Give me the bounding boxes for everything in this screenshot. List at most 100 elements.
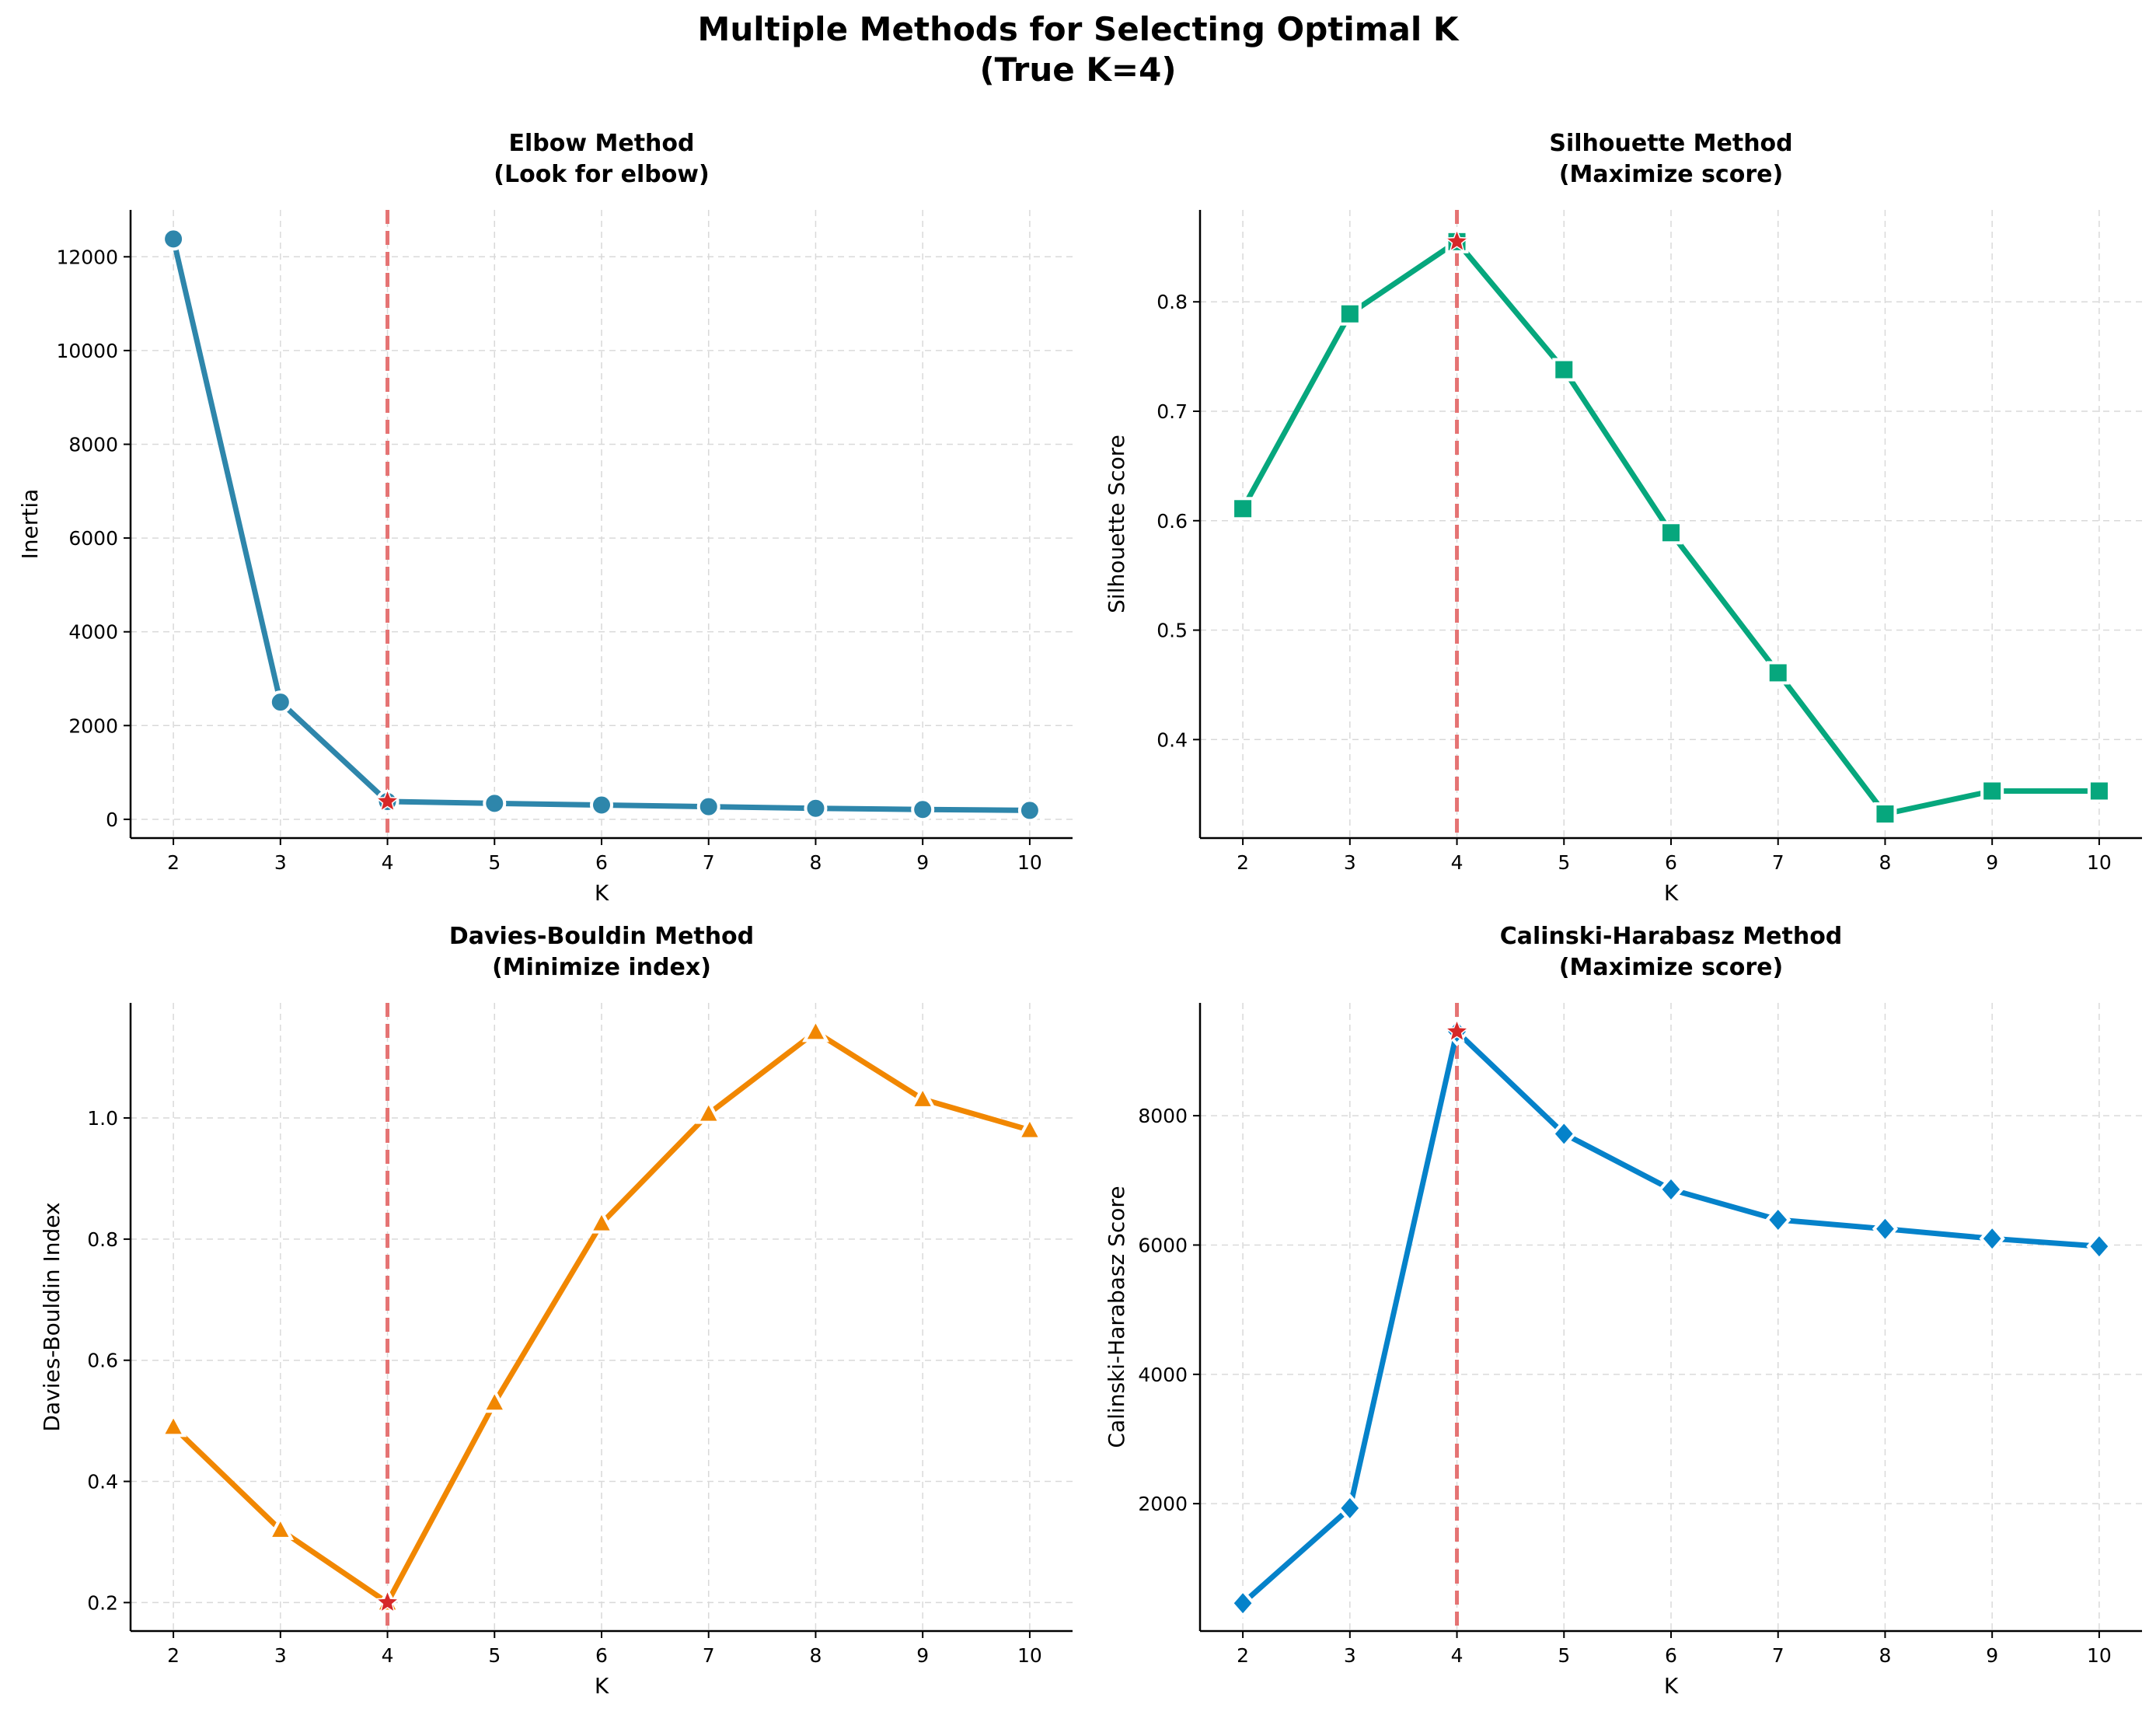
data-point-0: [162, 227, 186, 251]
x-tick-label-5: 7: [703, 851, 715, 874]
x-tick-label-3: 5: [1558, 1644, 1570, 1667]
figure-title-line2: (True K=4): [979, 51, 1176, 89]
x-tick-label-6: 8: [1879, 851, 1892, 874]
data-point-6: [1872, 1214, 1899, 1244]
x-tick-label-1: 3: [274, 851, 287, 874]
data-point-8: [2087, 779, 2111, 803]
x-axis-label: K: [595, 1673, 609, 1699]
y-tick-label-6: 12000: [56, 246, 118, 268]
subplot-title-line1: Calinski-Harabasz Method: [1500, 923, 1843, 950]
optimal-k-star: [375, 788, 400, 812]
optimal-k-star: [375, 1589, 400, 1614]
y-axis-label: Inertia: [17, 489, 43, 560]
x-tick-label-7: 9: [1986, 851, 1998, 874]
subplot-title-line1: Silhouette Method: [1549, 130, 1792, 157]
data-point-0: [1230, 1588, 1256, 1619]
data-point-7: [1980, 779, 2004, 803]
data-point-0: [1231, 497, 1255, 521]
data-point-6: [802, 1017, 829, 1043]
x-tick-label-6: 8: [1879, 1644, 1892, 1667]
y-tick-label-0: 0: [106, 809, 118, 831]
data-point-7: [1979, 1224, 2005, 1254]
x-tick-label-7: 9: [916, 1644, 929, 1667]
data-point-3: [1552, 358, 1576, 382]
x-tick-label-1: 3: [1344, 1644, 1356, 1667]
x-tick-label-8: 10: [1017, 1644, 1042, 1667]
x-axis-label: K: [595, 880, 609, 906]
subplot-3: 2 3 4 5 6 7 8 9 10 2000 4000 6000 8000 Calinski-Harab…: [1104, 923, 2142, 1699]
y-tick-label-3: 6000: [68, 527, 118, 550]
y-tick-label-2: 4000: [68, 621, 118, 644]
y-tick-label-3: 0.8: [87, 1228, 118, 1251]
x-tick-label-8: 10: [2087, 851, 2112, 874]
x-axis-label: K: [1664, 1673, 1679, 1699]
x-tick-label-4: 6: [595, 851, 608, 874]
y-tick-label-2: 0.6: [87, 1350, 118, 1372]
data-point-1: [267, 1514, 295, 1540]
y-tick-label-1: 0.5: [1156, 620, 1188, 642]
x-tick-label-0: 2: [1237, 1644, 1249, 1667]
y-tick-label-5: 10000: [56, 340, 118, 362]
x-tick-label-5: 7: [703, 1644, 715, 1667]
data-point-5: [695, 1099, 723, 1124]
y-tick-label-1: 4000: [1138, 1364, 1188, 1386]
x-tick-label-2: 4: [1451, 851, 1463, 874]
x-tick-label-3: 5: [488, 1644, 501, 1667]
data-point-0: [159, 1412, 187, 1437]
x-tick-label-5: 7: [1772, 851, 1784, 874]
data-point-3: [483, 791, 507, 816]
y-tick-label-4: 8000: [68, 433, 118, 456]
x-tick-label-6: 8: [810, 851, 822, 874]
subplot-1: 2 3 4 5 6 7 8 9 10 0.4 0.5 0.6 0.7 0.8 Silhouette Meth…: [1104, 130, 2142, 906]
y-tick-label-4: 0.8: [1156, 291, 1188, 313]
data-point-3: [1551, 1119, 1577, 1149]
y-tick-label-0: 2000: [1138, 1493, 1188, 1515]
y-tick-label-0: 0.4: [1156, 728, 1188, 751]
subplot-title-line2: (Maximize score): [1559, 954, 1783, 981]
optimal-k-star: [1444, 1018, 1470, 1043]
data-point-8: [2086, 1231, 2112, 1262]
data-point-1: [1338, 302, 1362, 326]
y-axis-label: Davies-Bouldin Index: [39, 1202, 65, 1431]
data-point-3: [480, 1388, 508, 1413]
y-tick-label-2: 0.6: [1156, 510, 1188, 533]
subplot-grid: 2 3 4 5 6 7 8 9 10 0 2000 4000 6000 8000 10000 12000 Elb…: [17, 130, 2142, 1699]
data-point-7: [911, 798, 935, 822]
subplot-title-line2: (Minimize index): [492, 954, 711, 981]
x-tick-label-1: 3: [274, 1644, 287, 1667]
data-point-8: [1017, 798, 1041, 823]
subplot-title-line2: (Look for elbow): [494, 161, 710, 188]
data-point-5: [1765, 1204, 1791, 1235]
x-tick-label-0: 2: [167, 851, 180, 874]
data-point-1: [1337, 1493, 1363, 1524]
data-point-5: [696, 795, 720, 819]
x-tick-label-4: 6: [1665, 1644, 1677, 1667]
figure-title-line1: Multiple Methods for Selecting Optimal K: [698, 10, 1460, 48]
x-tick-label-4: 6: [1665, 851, 1677, 874]
data-point-7: [909, 1084, 937, 1109]
subplot-title-line2: (Maximize score): [1559, 161, 1783, 188]
x-axis-label: K: [1664, 880, 1679, 906]
y-tick-label-2: 6000: [1138, 1234, 1188, 1256]
x-tick-label-3: 5: [488, 851, 501, 874]
x-tick-label-7: 9: [1986, 1644, 1998, 1667]
x-tick-label-5: 7: [1772, 1644, 1784, 1667]
y-tick-label-3: 8000: [1138, 1105, 1188, 1127]
x-tick-label-1: 3: [1344, 851, 1356, 874]
x-tick-label-8: 10: [2087, 1644, 2112, 1667]
subplot-title-line1: Davies-Bouldin Method: [449, 923, 754, 950]
x-tick-label-2: 4: [1451, 1644, 1463, 1667]
x-tick-label-0: 2: [167, 1644, 180, 1667]
y-tick-label-1: 0.4: [87, 1471, 118, 1493]
data-point-6: [804, 796, 828, 820]
data-point-5: [1766, 661, 1790, 685]
x-tick-label-0: 2: [1237, 851, 1249, 874]
x-tick-label-3: 5: [1558, 851, 1570, 874]
x-tick-label-8: 10: [1017, 851, 1042, 874]
data-point-8: [1016, 1115, 1044, 1140]
subplot-0: 2 3 4 5 6 7 8 9 10 0 2000 4000 6000 8000 10000 12000 Elb…: [17, 130, 1073, 906]
subplot-2: 2 3 4 5 6 7 8 9 10 0.2 0.4 0.6 0.8 1.0 Davies-Bouldin …: [39, 923, 1073, 1699]
y-tick-label-4: 1.0: [87, 1107, 118, 1130]
